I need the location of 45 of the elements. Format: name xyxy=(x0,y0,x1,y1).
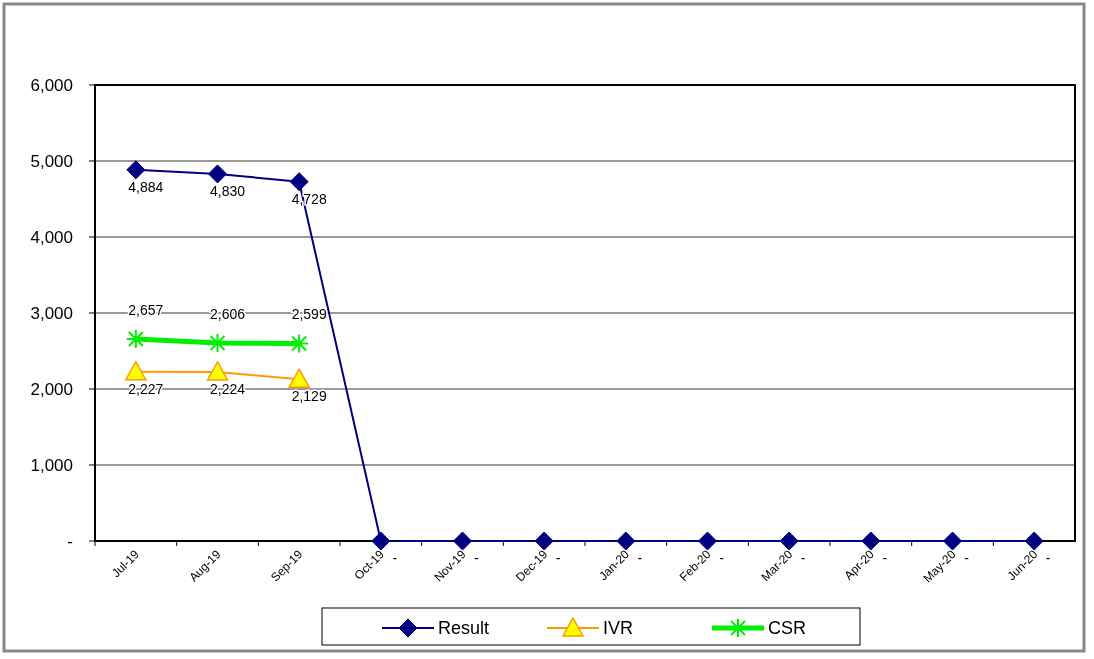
point xyxy=(616,531,636,551)
y-tick-label: 2,000 xyxy=(30,379,73,399)
point xyxy=(371,531,391,551)
data-label: 2,599 xyxy=(291,306,327,323)
point xyxy=(208,164,227,184)
data-label: 2,227 xyxy=(128,380,164,397)
data-label: 2,606 xyxy=(209,305,246,322)
point xyxy=(289,172,309,192)
data-label: - xyxy=(964,550,970,566)
data-label: - xyxy=(637,550,643,566)
data-label: - xyxy=(800,550,806,566)
point xyxy=(126,160,146,180)
y-tick-label: 1,000 xyxy=(30,455,73,475)
y-tick-label: 6,000 xyxy=(30,75,73,95)
y-tick-label: 3,000 xyxy=(30,303,73,323)
y-tick-label: 5,000 xyxy=(30,151,73,171)
point xyxy=(125,329,146,350)
data-label: - xyxy=(392,550,398,566)
point xyxy=(289,333,310,354)
y-tick-label: 4,000 xyxy=(30,227,73,247)
point xyxy=(1024,531,1044,551)
point xyxy=(207,332,228,353)
point xyxy=(288,368,310,388)
data-label: 2,129 xyxy=(291,388,327,405)
data-label: - xyxy=(1045,550,1051,566)
data-label: - xyxy=(555,550,561,566)
data-label: 4,884 xyxy=(128,178,164,195)
point xyxy=(861,531,881,551)
point xyxy=(698,531,717,551)
legend-label: IVR xyxy=(603,618,634,639)
point xyxy=(453,531,472,551)
point xyxy=(943,531,962,551)
point xyxy=(206,361,229,381)
point xyxy=(779,531,799,551)
data-label: 4,830 xyxy=(209,182,246,199)
data-label: 2,224 xyxy=(209,380,246,397)
data-label: - xyxy=(882,550,888,566)
legend-label: Result xyxy=(438,618,490,639)
data-label: - xyxy=(719,550,725,566)
y-tick-label: - xyxy=(67,531,73,551)
point xyxy=(534,531,554,551)
data-label: - xyxy=(474,550,480,566)
legend-label: CSR xyxy=(768,618,807,639)
data-label: 2,657 xyxy=(128,302,164,319)
point xyxy=(125,361,147,381)
